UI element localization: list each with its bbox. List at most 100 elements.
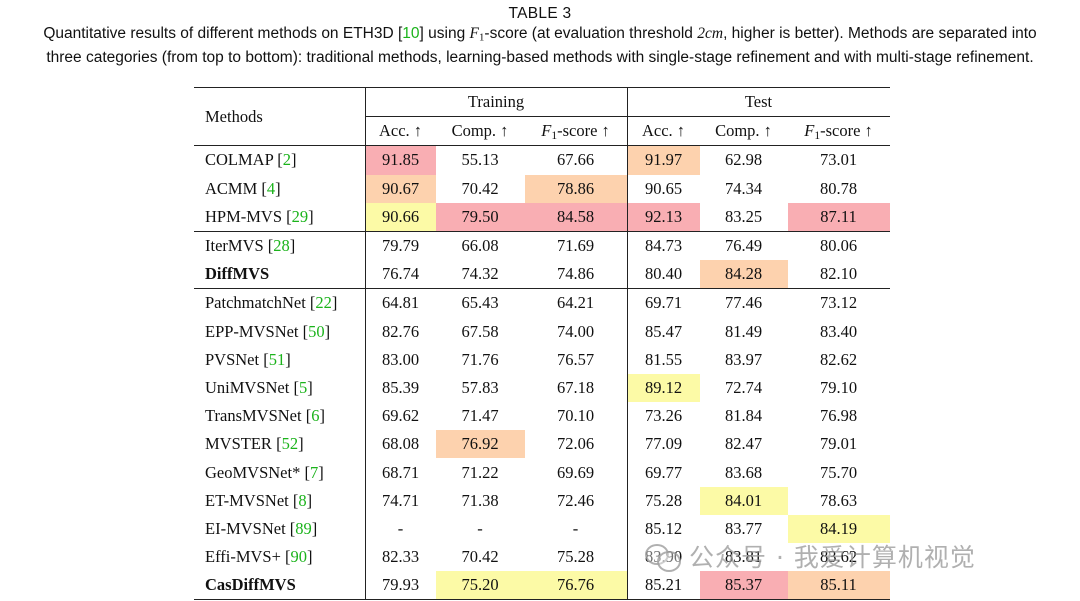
train-f1-cell: 64.21 [524, 288, 627, 318]
method-name-cell: HPM-MVS [29] [205, 206, 314, 226]
wechat-icon [645, 544, 681, 572]
citation-link[interactable]: 10 [402, 25, 420, 42]
method-name-cell: GeoMVSNet* [7] [205, 462, 324, 482]
method-name: COLMAP [205, 150, 274, 170]
caption-line-1: Quantitative results of different method… [0, 24, 1080, 48]
table-row: UniMVSNet [5] 85.39 57.83 67.18 89.12 72.74 79… [194, 373, 890, 403]
method-name-cell: ET-MVSNet [8] [205, 490, 313, 510]
caption-text: -score (at evaluation threshold [484, 25, 698, 42]
table-row: ET-MVSNet [8] 74.71 71.38 72.46 75.28 84.01 78… [194, 486, 890, 515]
train-acc-cell: 79.93 [364, 571, 436, 601]
table-row: DiffMVS 76.74 74.32 74.86 80.40 84.28 82.10 [194, 260, 890, 289]
method-name: HPM-MVS [205, 206, 283, 226]
table-row: EPP-MVSNet [50] 82.76 67.58 74.00 85.47 81.49… [194, 317, 890, 346]
train-acc-cell: 76.74 [364, 260, 436, 289]
citation-link[interactable]: 7 [309, 462, 319, 482]
header-training: Training [364, 86, 627, 118]
test-f1-cell: 79.01 [819, 434, 858, 454]
citation-link[interactable]: 28 [273, 236, 290, 256]
test-f1-cell: 73.01 [819, 150, 858, 170]
method-name: CasDiffMVS [205, 575, 296, 595]
table-row: PatchmatchNet [22] 64.81 65.43 64.21 69.71 77… [194, 288, 890, 318]
train-f1-cell: 70.10 [556, 406, 595, 426]
watermark-text: 公众号 · 我爱计算机视觉 [689, 543, 976, 572]
table-row: EI-MVSNet [89] - - - 85.12 83.77 84.19 [194, 514, 890, 543]
method-name-cell: COLMAP [2] [205, 150, 297, 170]
train-f1-cell: 67.66 [556, 150, 595, 170]
test-f1-cell: 83.62 [819, 547, 858, 567]
test-acc-cell: 90.65 [626, 174, 700, 203]
header-test-acc: Acc. ↑ [626, 116, 700, 147]
caption-text: , higher is better). Methods are separat… [723, 25, 1037, 42]
results-table: Methods Training Test Acc. ↑ Comp. ↑ F1-… [194, 86, 890, 601]
test-comp-cell: 72.74 [724, 377, 763, 397]
train-f1-cell: 72.06 [556, 434, 595, 454]
train-comp-cell: 71.76 [461, 349, 499, 369]
citation-link[interactable]: 2 [282, 150, 292, 170]
train-f1-cell: 69.69 [556, 462, 595, 482]
method-name: TransMVSNet [205, 406, 302, 426]
f1-subscript: 1 [479, 31, 485, 44]
test-comp-cell: 82.47 [724, 434, 763, 454]
citation-link[interactable]: 50 [308, 321, 325, 341]
method-name: MVSTER [205, 434, 272, 454]
f1-suffix: -score ↑ [820, 120, 873, 140]
citation-link[interactable]: 52 [281, 434, 299, 454]
method-name: PVSNet [205, 349, 260, 369]
train-f1-cell: - [572, 518, 579, 538]
test-comp-cell: 83.81 [724, 547, 763, 567]
table-row: GeoMVSNet* [7] 68.71 71.22 69.69 69.77 83.68 7… [194, 458, 890, 487]
test-acc-cell: 92.13 [626, 202, 700, 232]
test-f1-cell: 87.11 [787, 202, 890, 232]
test-comp-cell: 83.68 [724, 462, 763, 482]
f1-letter: F [541, 120, 552, 140]
train-f1-cell: 71.69 [524, 230, 627, 261]
train-acc-cell: 64.81 [364, 288, 436, 318]
test-acc-cell: 85.21 [626, 571, 700, 601]
citation-link[interactable]: 51 [268, 349, 286, 369]
test-comp-cell: 62.98 [724, 150, 763, 170]
test-comp-cell: 76.49 [699, 230, 788, 261]
test-f1-cell: 80.78 [819, 178, 858, 198]
train-f1-cell: 78.86 [524, 174, 627, 203]
train-acc-cell: 82.33 [364, 543, 436, 572]
caption-line-2: three categories (from top to bottom): t… [46, 48, 1034, 66]
train-f1-cell: 74.86 [556, 264, 595, 284]
train-comp-cell: 67.58 [461, 321, 499, 341]
train-f1-cell: 72.46 [556, 490, 595, 510]
method-name: EPP-MVSNet [205, 321, 299, 341]
train-f1-cell: 84.58 [524, 202, 627, 232]
train-acc-cell: 82.76 [364, 317, 436, 346]
f1-symbol: F1 [469, 25, 485, 44]
citation-link[interactable]: 5 [298, 377, 308, 397]
f1-letter: F [469, 25, 479, 42]
train-f1-cell: 76.57 [556, 349, 595, 369]
train-acc-cell: 74.71 [364, 486, 436, 515]
test-f1-cell: 75.70 [819, 462, 858, 482]
citation-link[interactable]: 6 [311, 406, 320, 426]
citation-link[interactable]: 22 [315, 293, 332, 313]
caption-text: ] using [419, 25, 470, 42]
method-name: GeoMVSNet* [205, 462, 301, 482]
train-f1-cell: 75.28 [556, 547, 595, 567]
method-name-cell: ACMM [4] [205, 178, 281, 198]
test-comp-cell: 83.25 [724, 206, 763, 226]
citation-link[interactable]: 89 [295, 518, 312, 538]
citation-link[interactable]: 90 [290, 547, 308, 567]
method-name-cell: MVSTER [52] [205, 434, 304, 454]
test-f1-cell: 82.62 [819, 349, 858, 369]
test-acc-cell: 91.97 [626, 145, 700, 175]
method-name-cell: EPP-MVSNet [50] [205, 321, 331, 341]
citation-link[interactable]: 8 [298, 490, 307, 510]
train-acc-cell: 79.79 [364, 230, 436, 261]
header-row-groups: Methods Training Test [194, 86, 890, 147]
test-f1-cell: 83.40 [819, 321, 858, 341]
test-f1-cell: 85.11 [787, 571, 890, 601]
train-f1-cell: 67.18 [556, 377, 595, 397]
citation-link[interactable]: 4 [266, 178, 276, 198]
train-comp-cell: 70.42 [461, 547, 499, 567]
test-comp-cell: 77.46 [699, 288, 788, 318]
method-name: Effi-MVS+ [205, 547, 281, 567]
citation-link[interactable]: 29 [291, 206, 309, 226]
test-f1-cell: 79.10 [819, 377, 858, 397]
